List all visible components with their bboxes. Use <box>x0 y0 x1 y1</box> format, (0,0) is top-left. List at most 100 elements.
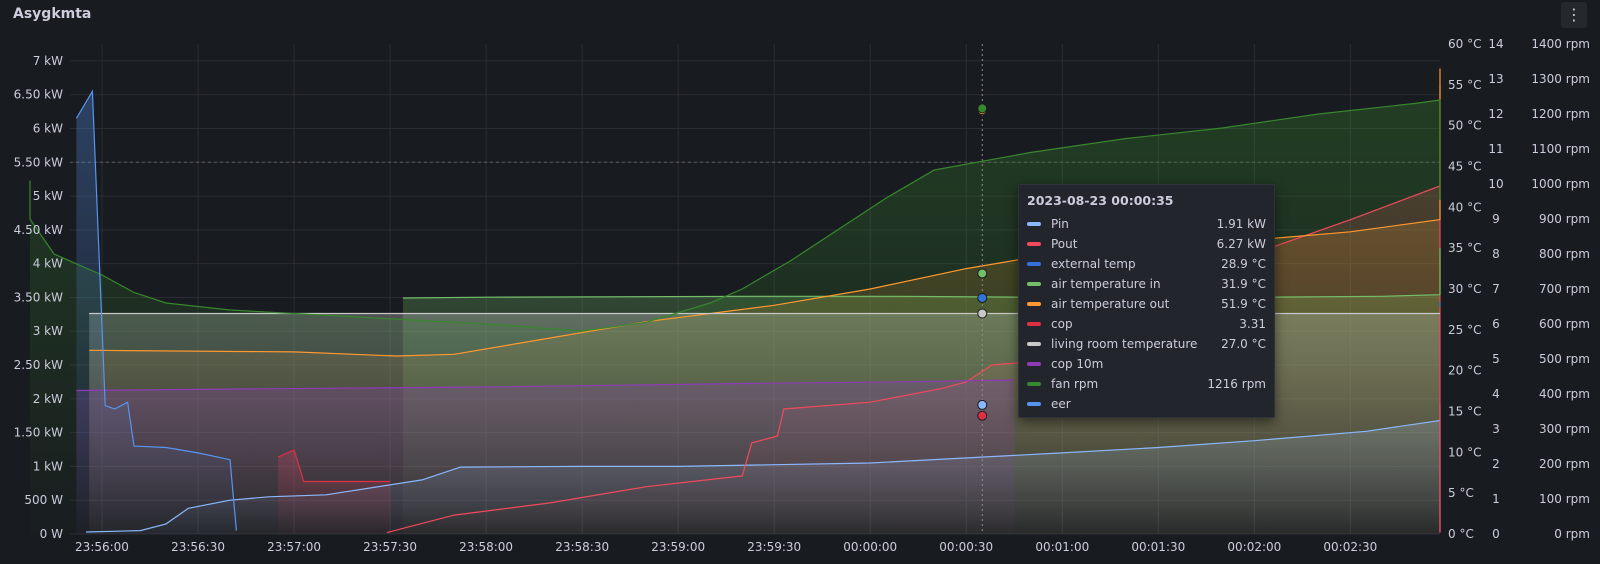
series-color-swatch <box>1027 242 1041 246</box>
y-temp-tick-label: 30 °C <box>1448 282 1481 296</box>
x-tick-label: 00:01:30 <box>1131 540 1185 554</box>
tooltip-row: fan rpm 1216 rpm <box>1027 374 1266 394</box>
series-line[interactable] <box>89 68 1441 357</box>
cursor-point-marker <box>977 410 988 421</box>
y-rpm-tick-label: 1300 rpm <box>1531 72 1590 86</box>
cursor-point-marker <box>977 268 988 279</box>
series-lines <box>29 68 1441 534</box>
y-left-tick-label: 2 kW <box>33 392 63 406</box>
y-temp-tick-label: 45 °C <box>1448 160 1481 174</box>
tooltip-rows: Pin 1.91 kW Pout 6.27 kW external temp 28.9 °… <box>1027 214 1266 414</box>
y-cop-tick-label: 3 <box>1492 422 1500 436</box>
series-line[interactable] <box>76 379 1015 392</box>
tooltip-series-name: living room temperature <box>1051 337 1198 351</box>
tooltip-row: cop 10m <box>1027 354 1266 374</box>
y-rpm-tick-label: 900 rpm <box>1539 212 1590 226</box>
y-cop-tick-label: 6 <box>1492 317 1500 331</box>
hover-tooltip: 2023-08-23 00:00:35 Pin 1.91 kW Pout 6.27 k… <box>1018 184 1275 418</box>
tooltip-row: air temperature out 51.9 °C <box>1027 294 1266 314</box>
y-temp-tick-label: 15 °C <box>1448 405 1481 419</box>
tooltip-series-value: 51.9 °C <box>1221 297 1266 311</box>
y-rpm-tick-label: 800 rpm <box>1539 247 1590 261</box>
y-rpm-tick-label: 0 rpm <box>1554 527 1590 541</box>
y-cop-tick-label: 1 <box>1492 492 1500 506</box>
x-tick-label: 23:56:00 <box>75 540 129 554</box>
y-left-tick-label: 7 kW <box>33 54 63 68</box>
panel-title: Asygkmta <box>13 6 92 22</box>
x-tick-label: 23:59:00 <box>651 540 705 554</box>
tooltip-series-value: 3.31 <box>1239 317 1266 331</box>
x-tick-label: 00:02:00 <box>1227 540 1281 554</box>
y-left-tick-label: 6 kW <box>33 121 63 135</box>
y-rpm-tick-label: 1400 rpm <box>1531 37 1590 51</box>
y-left-tick-label: 3.50 kW <box>14 290 63 304</box>
y-cop-tick-label: 4 <box>1492 387 1500 401</box>
x-tick-label: 00:01:00 <box>1035 540 1089 554</box>
tooltip-series-value: 28.9 °C <box>1221 257 1266 271</box>
y-left-tick-label: 4.50 kW <box>14 223 63 237</box>
tooltip-series-value: 6.27 kW <box>1216 237 1266 251</box>
cursor-point-marker <box>977 308 988 319</box>
x-tick-label: 23:59:30 <box>747 540 801 554</box>
tooltip-time: 2023-08-23 00:00:35 <box>1027 193 1174 208</box>
y-left-tick-label: 1.50 kW <box>14 426 63 440</box>
kebab-menu-icon[interactable]: ⋮ <box>1561 2 1587 28</box>
y-cop-tick-label: 9 <box>1492 212 1500 226</box>
x-tick-label: 00:02:30 <box>1323 540 1377 554</box>
series-line[interactable] <box>75 89 237 531</box>
series-line[interactable] <box>402 248 1441 299</box>
cursor-point-marker <box>977 399 988 410</box>
series-color-swatch <box>1027 402 1041 406</box>
y-rpm-tick-label: 1200 rpm <box>1531 107 1590 121</box>
x-tick-label: 23:57:30 <box>363 540 417 554</box>
tooltip-row: Pout 6.27 kW <box>1027 234 1266 254</box>
series-line[interactable] <box>29 99 1441 332</box>
tooltip-row: eer <box>1027 394 1266 414</box>
y-left-tick-label: 6.50 kW <box>14 88 63 102</box>
tooltip-row: living room temperature 27.0 °C <box>1027 334 1266 354</box>
tooltip-series-name: cop 10m <box>1051 357 1104 371</box>
y-temp-tick-label: 10 °C <box>1448 445 1481 459</box>
y-cop-tick-label: 11 <box>1488 142 1503 156</box>
y-cop-tick-label: 14 <box>1488 37 1503 51</box>
y-temp-tick-label: 50 °C <box>1448 119 1481 133</box>
axes: 23:56:00 23:56:30 23:57:00 23:57:30 23:58:00… <box>14 37 1590 554</box>
series-color-swatch <box>1027 382 1041 386</box>
y-left-tick-label: 3 kW <box>33 324 63 338</box>
y-temp-tick-label: 0 °C <box>1448 527 1474 541</box>
cursor-point-marker <box>977 292 988 303</box>
series-color-swatch <box>1027 302 1041 306</box>
tooltip-series-value: 27.0 °C <box>1221 337 1266 351</box>
y-rpm-tick-label: 100 rpm <box>1539 492 1590 506</box>
y-rpm-tick-label: 400 rpm <box>1539 387 1590 401</box>
series-color-swatch <box>1027 342 1041 346</box>
y-left-tick-label: 1 kW <box>33 459 63 473</box>
tooltip-series-name: cop <box>1051 317 1073 331</box>
tooltip-series-name: fan rpm <box>1051 377 1099 391</box>
tooltip-series-name: Pin <box>1051 217 1069 231</box>
y-temp-tick-label: 25 °C <box>1448 323 1481 337</box>
x-tick-label: 00:00:30 <box>939 540 993 554</box>
y-rpm-tick-label: 1000 rpm <box>1531 177 1590 191</box>
x-tick-label: 23:58:00 <box>459 540 513 554</box>
y-rpm-tick-label: 1100 rpm <box>1531 142 1590 156</box>
series-color-swatch <box>1027 262 1041 266</box>
y-left-tick-label: 5.50 kW <box>14 155 63 169</box>
x-tick-label: 23:56:30 <box>171 540 225 554</box>
tooltip-series-name: eer <box>1051 397 1071 411</box>
y-temp-tick-label: 40 °C <box>1448 200 1481 214</box>
series-line[interactable] <box>277 449 391 483</box>
y-cop-tick-label: 5 <box>1492 352 1500 366</box>
hover-cursor <box>977 44 988 534</box>
y-rpm-tick-label: 500 rpm <box>1539 352 1590 366</box>
series-color-swatch <box>1027 282 1041 286</box>
y-rpm-tick-label: 300 rpm <box>1539 422 1590 436</box>
tooltip-series-value: 1.91 kW <box>1216 217 1266 231</box>
tooltip-row: cop 3.31 <box>1027 314 1266 334</box>
y-cop-tick-label: 12 <box>1488 107 1503 121</box>
tooltip-series-name: external temp <box>1051 257 1136 271</box>
y-left-tick-label: 0 W <box>40 527 63 541</box>
tooltip-series-value: 1216 rpm <box>1207 377 1266 391</box>
